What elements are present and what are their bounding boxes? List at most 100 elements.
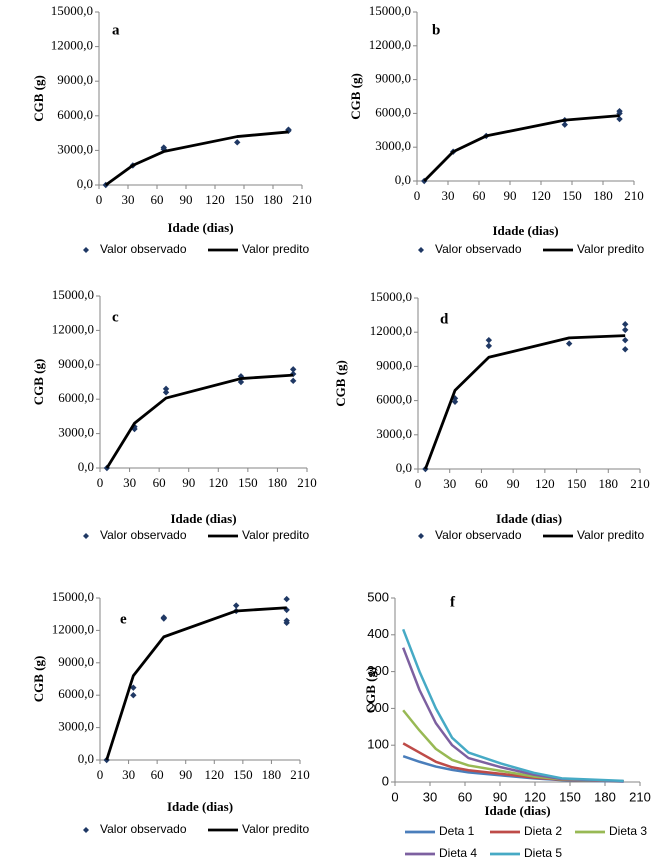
legend-label: Valor observado: [100, 528, 187, 542]
data-point: [162, 389, 170, 396]
x-tick-label: 60: [473, 188, 486, 203]
x-tick-label: 150: [562, 188, 582, 203]
y-axis-title: CGB (g): [31, 75, 46, 122]
x-tick-label: 0: [414, 188, 421, 203]
y-tick-label: 3000,0: [376, 426, 412, 441]
legend-swatch: [83, 827, 89, 833]
y-tick-label: 6000,0: [57, 107, 93, 122]
y-axis-title: CGB (g): [348, 73, 363, 120]
x-tick-label: 210: [297, 475, 317, 490]
legend-label: Dieta 2: [524, 824, 562, 838]
legend-label: Dieta 4: [439, 846, 477, 860]
x-tick-label: 30: [122, 767, 135, 782]
series-line: [424, 334, 626, 470]
x-tick-label: 0: [96, 192, 103, 207]
data-point: [622, 336, 629, 344]
y-tick-label: 15000,0: [369, 3, 411, 18]
y-tick-label: 3000,0: [58, 425, 94, 440]
y-tick-label: 0,0: [78, 459, 94, 474]
x-tick-label: 180: [262, 767, 282, 782]
x-tick-label: 120: [524, 789, 546, 804]
legend-label: Dieta 3: [609, 824, 647, 838]
y-tick-label: 12000,0: [370, 323, 412, 338]
legend-swatch: [83, 533, 89, 539]
legend-label: Dieta 5: [524, 846, 562, 860]
x-tick-label: 30: [423, 789, 437, 804]
x-tick-label: 180: [593, 188, 613, 203]
x-axis-title: Idade (dias): [167, 220, 233, 235]
y-tick-label: 6000,0: [376, 392, 412, 407]
series-line: [402, 628, 624, 783]
legend-label: Valor observado: [435, 242, 522, 256]
legend-label: Valor observado: [100, 242, 187, 256]
y-tick-label: 15000,0: [52, 589, 94, 604]
data-point: [283, 595, 290, 603]
x-tick-label: 90: [180, 192, 193, 207]
data-point: [130, 684, 137, 691]
x-tick-label: 90: [493, 789, 507, 804]
y-tick-label: 0: [382, 773, 389, 788]
x-tick-label: 0: [415, 476, 422, 491]
y-tick-label: 9000,0: [58, 356, 94, 371]
x-axis-title: Idade (dias): [170, 511, 236, 526]
x-tick-label: 60: [458, 789, 472, 804]
x-tick-label: 30: [123, 475, 136, 490]
data-point: [622, 326, 629, 334]
x-tick-label: 30: [442, 188, 455, 203]
data-point: [102, 181, 109, 189]
data-point: [283, 617, 290, 624]
y-tick-label: 200: [367, 700, 389, 715]
x-tick-label: 150: [567, 476, 587, 491]
y-axis-title: CGB (g): [363, 667, 378, 714]
x-tick-label: 180: [599, 476, 619, 491]
data-point: [561, 121, 568, 128]
y-tick-label: 9000,0: [57, 72, 93, 87]
x-tick-label: 150: [233, 767, 253, 782]
x-tick-label: 120: [205, 767, 225, 782]
x-tick-label: 90: [182, 475, 195, 490]
data-point: [160, 144, 167, 151]
x-tick-label: 120: [535, 476, 555, 491]
y-tick-label: 100: [367, 737, 389, 752]
x-tick-label: 0: [391, 789, 398, 804]
data-point: [290, 366, 297, 373]
x-tick-label: 210: [629, 789, 651, 804]
y-tick-label: 15000,0: [51, 3, 93, 18]
legend-label: Valor predito: [577, 528, 644, 542]
legend-swatch: [83, 247, 89, 253]
data-point: [622, 321, 629, 328]
y-tick-label: 400: [367, 626, 389, 641]
x-tick-label: 210: [290, 767, 310, 782]
legend-swatch: [418, 247, 424, 253]
data-point: [616, 107, 623, 115]
y-tick-label: 12000,0: [51, 38, 93, 53]
x-tick-label: 180: [263, 192, 283, 207]
x-tick-label: 0: [97, 475, 104, 490]
data-point: [162, 385, 170, 393]
data-point: [485, 336, 493, 344]
x-tick-label: 60: [153, 475, 166, 490]
legend-label: Valor observado: [100, 822, 187, 836]
legend-label: Valor predito: [577, 242, 644, 256]
data-point: [565, 340, 573, 347]
legend-label: Valor predito: [242, 242, 309, 256]
series-line: [104, 130, 289, 187]
data-point: [232, 602, 240, 609]
data-point: [616, 115, 623, 123]
x-tick-label: 150: [234, 192, 254, 207]
y-tick-label: 0,0: [77, 176, 93, 191]
panel-label: e: [120, 611, 127, 627]
data-point: [290, 377, 297, 385]
x-tick-label: 180: [594, 789, 616, 804]
data-point: [130, 692, 137, 699]
x-tick-label: 120: [209, 475, 229, 490]
y-tick-label: 6000,0: [58, 686, 94, 701]
x-tick-label: 210: [624, 188, 644, 203]
y-tick-label: 300: [367, 663, 389, 678]
data-point: [622, 346, 629, 353]
y-tick-label: 9000,0: [376, 357, 412, 372]
data-point: [234, 139, 241, 146]
x-axis-title: Idade (dias): [167, 799, 233, 814]
y-tick-label: 3000,0: [57, 141, 93, 156]
